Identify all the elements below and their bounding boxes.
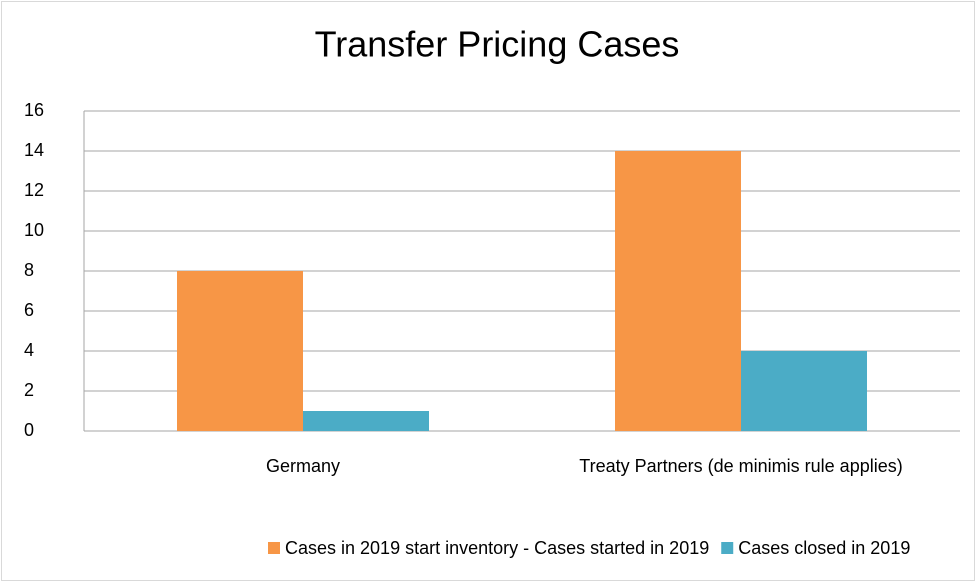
y-tick-label: 0 <box>24 420 34 440</box>
y-tick-label: 8 <box>24 260 34 280</box>
legend-swatch <box>268 542 280 554</box>
y-tick-label: 16 <box>24 100 44 120</box>
x-tick-label: Germany <box>266 456 340 476</box>
legend-label: Cases closed in 2019 <box>738 538 910 558</box>
chart-title: Transfer Pricing Cases <box>315 24 680 65</box>
y-tick-label: 4 <box>24 340 34 360</box>
y-tick-label: 6 <box>24 300 34 320</box>
y-tick-label: 14 <box>24 140 44 160</box>
bar <box>303 411 429 431</box>
y-tick-label: 12 <box>24 180 44 200</box>
legend-label: Cases in 2019 start inventory - Cases st… <box>285 538 709 558</box>
x-tick-label: Treaty Partners (de minimis rule applies… <box>579 456 902 476</box>
bar <box>615 151 741 431</box>
bar <box>741 351 867 431</box>
bar <box>177 271 303 431</box>
y-tick-label: 10 <box>24 220 44 240</box>
y-tick-label: 2 <box>24 380 34 400</box>
legend-swatch <box>721 542 734 554</box>
